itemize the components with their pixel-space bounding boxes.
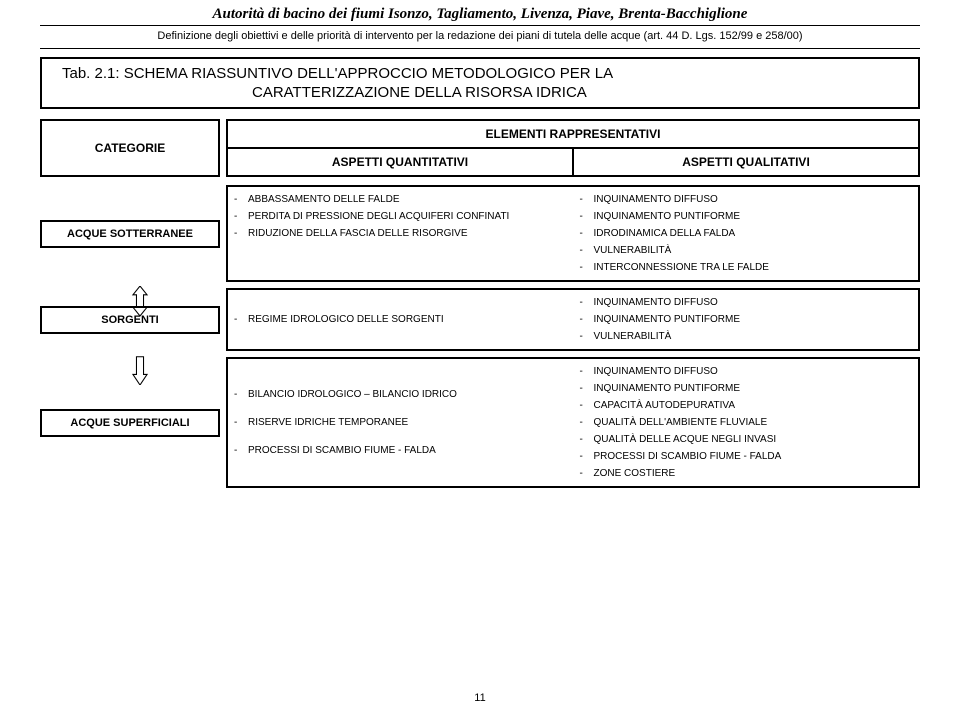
list-item: PERDITA DI PRESSIONE DEGLI ACQUIFERI CON… [234, 208, 567, 225]
list-item: VULNERABILITÀ [580, 242, 913, 259]
qual-cell: INQUINAMENTO DIFFUSO INQUINAMENTO PUNTIF… [574, 359, 919, 486]
category-label: ACQUE SUPERFICIALI [40, 409, 220, 437]
list-item: ZONE COSTIERE [580, 465, 913, 482]
quant-cell: BILANCIO IDROLOGICO – BILANCIO IDRICO RI… [228, 359, 574, 486]
list-item: ABBASSAMENTO DELLE FALDE [234, 191, 567, 208]
quant-cell: ABBASSAMENTO DELLE FALDE PERDITA DI PRES… [228, 187, 574, 280]
table-row: SORGENTI REGIME IDROLOGICO DELLE SORGENT… [40, 288, 920, 351]
table-title: SCHEMA RIASSUNTIVO DELL'APPROCCIO METODO… [124, 65, 613, 82]
list-item: PROCESSI DI SCAMBIO FIUME - FALDA [580, 448, 913, 465]
list-item: INQUINAMENTO PUNTIFORME [580, 311, 913, 328]
list-item: QUALITÀ DELL'AMBIENTE FLUVIALE [580, 414, 913, 431]
category-label: ACQUE SOTTERRANEE [40, 220, 220, 248]
header-subtitle: Definizione degli obiettivi e delle prio… [0, 28, 960, 46]
table-caption-box: Tab. 2.1: SCHEMA RIASSUNTIVO DELL'APPROC… [40, 57, 920, 109]
list-item: CAPACITÀ AUTODEPURATIVA [580, 397, 913, 414]
table-row: ACQUE SUPERFICIALI BILANCIO IDROLOGICO –… [40, 357, 920, 488]
list-item: REGIME IDROLOGICO DELLE SORGENTI [234, 311, 444, 328]
divider [40, 25, 920, 26]
list-item: RIDUZIONE DELLA FASCIA DELLE RISORGIVE [234, 225, 567, 242]
table-subtitle: CARATTERIZZAZIONE DELLA RISORSA IDRICA [62, 84, 898, 101]
list-item: INQUINAMENTO DIFFUSO [580, 191, 913, 208]
header-quant: ASPETTI QUANTITATIVI [226, 147, 573, 177]
page-number: 11 [0, 692, 960, 704]
list-item: INQUINAMENTO PUNTIFORME [580, 380, 913, 397]
list-item: INTERCONNESSIONE TRA LE FALDE [580, 259, 913, 276]
qual-cell: INQUINAMENTO DIFFUSO INQUINAMENTO PUNTIF… [574, 187, 919, 280]
table-number: Tab. 2.1: [62, 65, 120, 82]
category-label: SORGENTI [40, 306, 220, 334]
list-item: INQUINAMENTO DIFFUSO [580, 294, 913, 311]
qual-cell: INQUINAMENTO DIFFUSO INQUINAMENTO PUNTIF… [574, 290, 919, 349]
header-elementi: ELEMENTI RAPPRESENTATIVI [226, 119, 920, 147]
divider-thick [40, 48, 920, 49]
header-title: Autorità di bacino dei fiumi Isonzo, Tag… [0, 0, 960, 23]
list-item: VULNERABILITÀ [580, 328, 913, 345]
list-item: INQUINAMENTO PUNTIFORME [580, 208, 913, 225]
list-item: RISERVE IDRICHE TEMPORANEE [234, 414, 457, 442]
list-item: INQUINAMENTO DIFFUSO [580, 363, 913, 380]
header-qual: ASPETTI QUALITATIVI [573, 147, 920, 177]
main-table: CATEGORIE ELEMENTI RAPPRESENTATIVI ASPET… [40, 119, 920, 488]
list-item: PROCESSI DI SCAMBIO FIUME - FALDA [234, 442, 457, 459]
list-item: IDRODINAMICA DELLA FALDA [580, 225, 913, 242]
list-item: BILANCIO IDROLOGICO – BILANCIO IDRICO [234, 386, 457, 414]
table-row: ACQUE SOTTERRANEE ABBASSAMENTO DELLE FAL… [40, 185, 920, 282]
quant-cell: REGIME IDROLOGICO DELLE SORGENTI [228, 290, 574, 349]
header-categorie: CATEGORIE [40, 119, 220, 177]
list-item: QUALITÀ DELLE ACQUE NEGLI INVASI [580, 431, 913, 448]
